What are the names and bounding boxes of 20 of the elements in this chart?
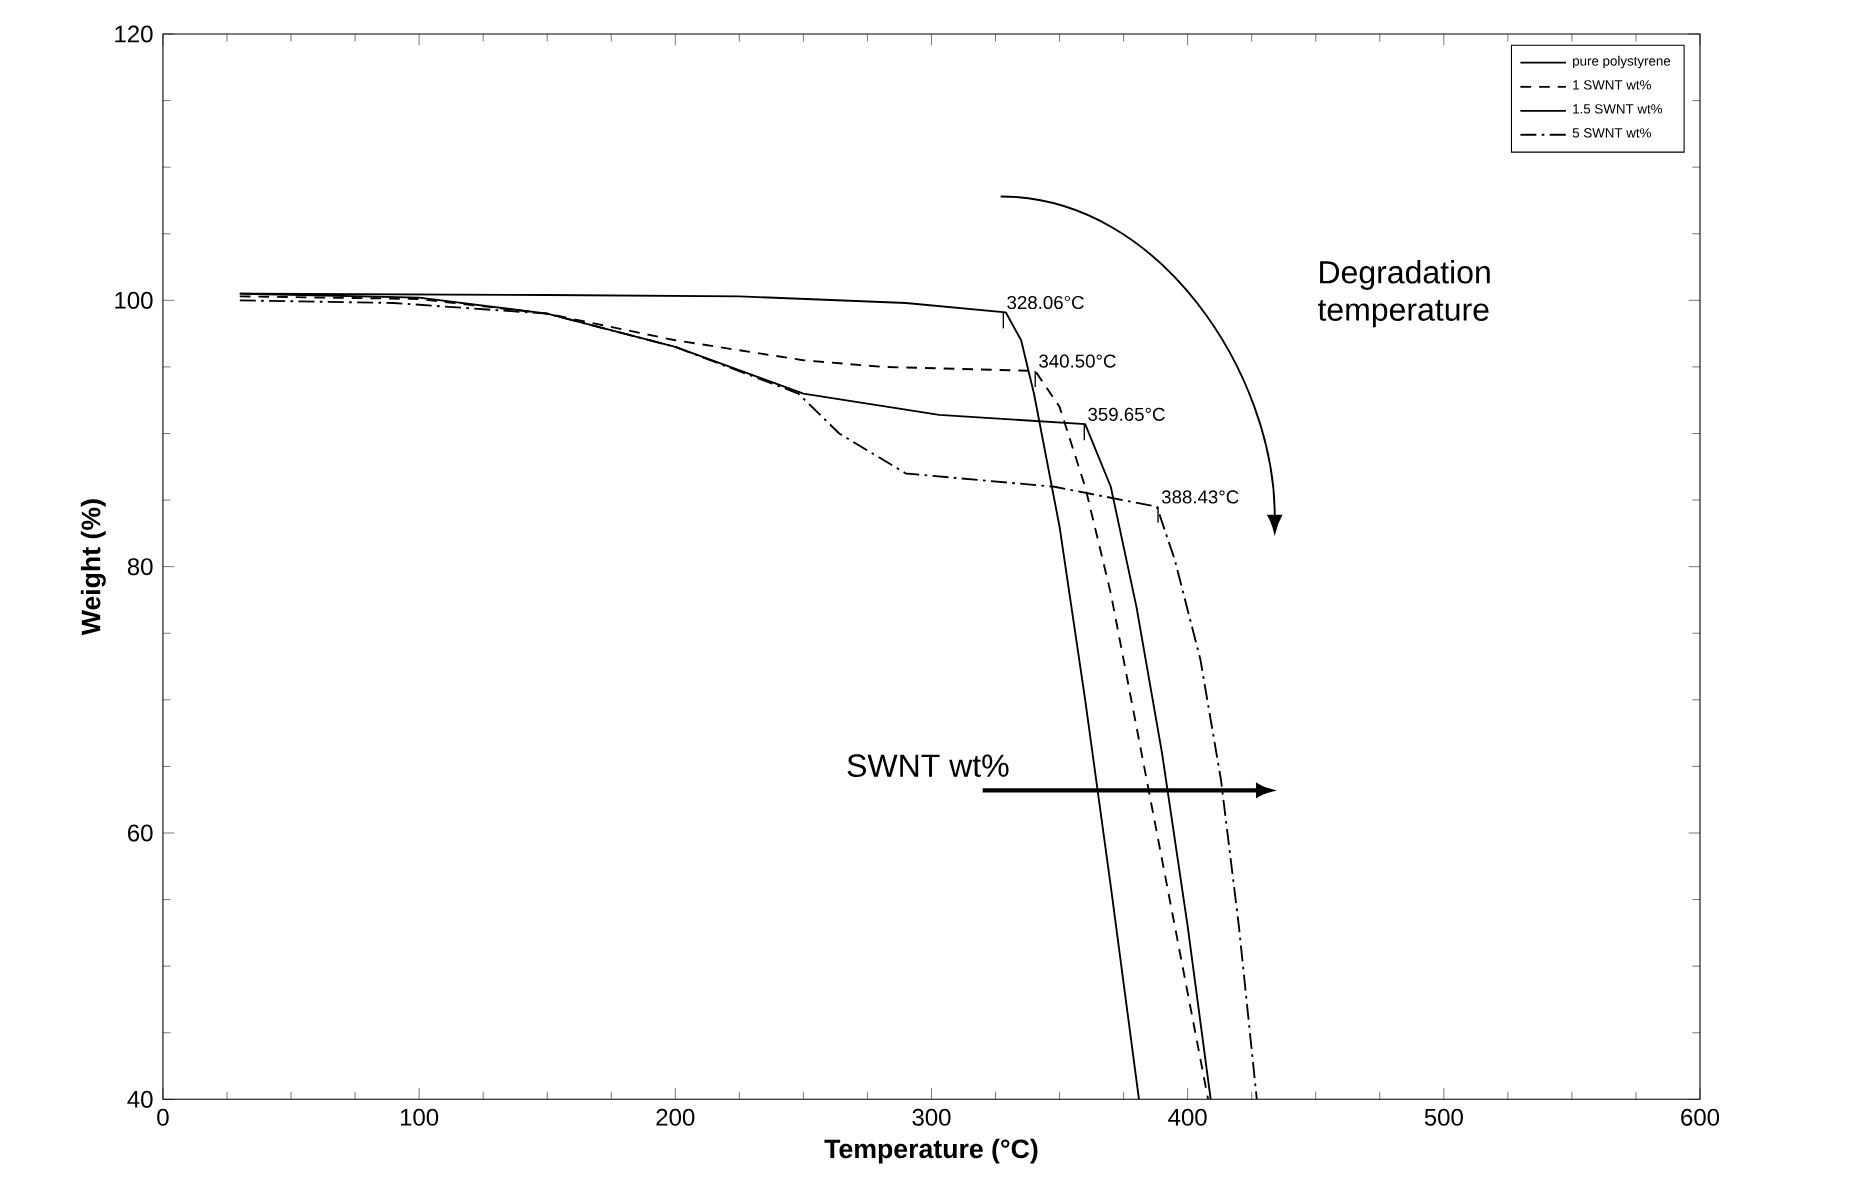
y-tick-label: 100 [115,291,153,309]
x-tick-label: 300 [912,1108,951,1126]
annotation: 388.43°C [1161,490,1239,504]
annotation: 340.50°C [1039,354,1116,368]
annotation: SWNT wt% [847,754,1009,777]
x-tick-label: 600 [1681,1108,1720,1126]
y-tick-label: 40 [127,1090,153,1108]
x-tick-label: 0 [157,1108,169,1126]
y-axis-title: Weight (%) [80,499,106,636]
x-axis-title: Temperature (°C) [824,1138,1038,1164]
y-tick-label: 120 [115,25,153,43]
annotation: 359.65°C [1088,407,1165,421]
y-tick-label: 60 [128,824,153,842]
x-tick-label: 500 [1424,1108,1463,1126]
x-tick-label: 200 [656,1108,695,1126]
annotation: Degradation temperature [1317,260,1490,328]
annotation: 328.06°C [1007,295,1084,310]
y-tick-label: 80 [127,558,153,576]
x-tick-label: 400 [1168,1108,1207,1126]
x-tick-label: 100 [400,1108,439,1126]
